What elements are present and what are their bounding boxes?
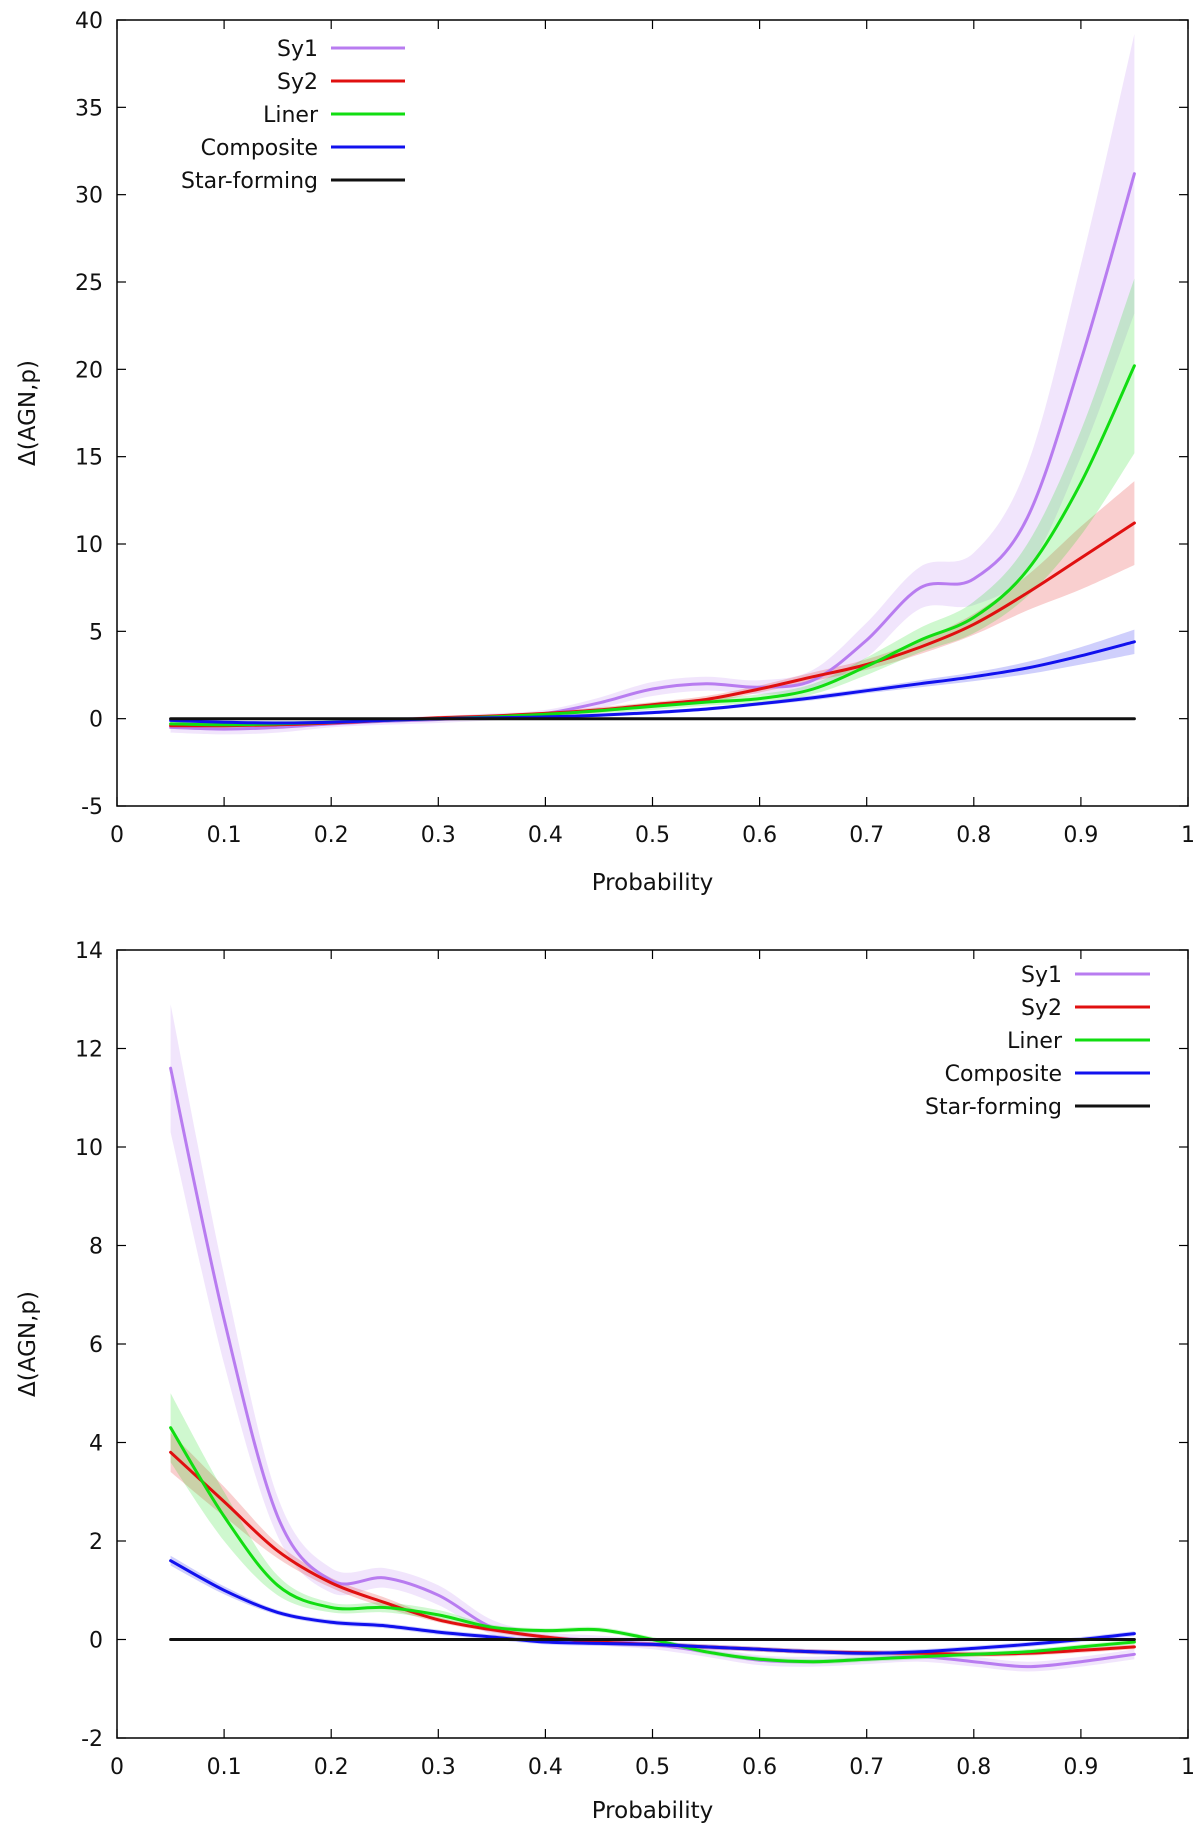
x-tick-label: 1 xyxy=(1181,1755,1195,1780)
legend-label-composite: Composite xyxy=(945,1062,1062,1087)
x-tick-label: 0.6 xyxy=(742,823,777,848)
y-tick-label: 30 xyxy=(75,184,103,209)
legend-label-liner: Liner xyxy=(1007,1029,1063,1054)
x-tick-label: 1 xyxy=(1181,823,1195,848)
x-tick-label: 0.1 xyxy=(207,1755,242,1780)
x-tick-label: 0 xyxy=(110,823,124,848)
y-tick-label: -5 xyxy=(81,795,103,820)
x-tick-label: 0.8 xyxy=(956,823,991,848)
y-tick-label: 35 xyxy=(75,96,103,121)
y-tick-label: 0 xyxy=(89,1629,103,1654)
x-tick-label: 0.8 xyxy=(956,1755,991,1780)
legend-label-composite: Composite xyxy=(201,136,318,161)
legend-label-sy2: Sy2 xyxy=(277,70,318,95)
y-tick-label: 15 xyxy=(75,446,103,471)
x-tick-label: 0.3 xyxy=(421,1755,456,1780)
band-composite xyxy=(170,1555,1135,1656)
y-axis-title: Δ(AGN,p) xyxy=(15,1291,41,1397)
y-tick-label: 20 xyxy=(75,358,103,383)
x-tick-label: 0.4 xyxy=(528,1755,563,1780)
band-liner xyxy=(170,1393,1135,1665)
legend-label-liner: Liner xyxy=(263,103,319,128)
y-tick-label: 2 xyxy=(89,1530,103,1555)
x-tick-label: 0.9 xyxy=(1063,1755,1098,1780)
x-axis-title: Probability xyxy=(592,870,714,896)
y-tick-label: 4 xyxy=(89,1432,103,1457)
y-tick-label: 40 xyxy=(75,9,103,34)
y-tick-label: 10 xyxy=(75,1136,103,1161)
y-axis-title: Δ(AGN,p) xyxy=(15,360,41,466)
series-line-sy2 xyxy=(169,1450,1136,1656)
legend-label-star-forming: Star-forming xyxy=(181,169,318,194)
y-tick-label: -2 xyxy=(81,1727,103,1752)
series-line-liner xyxy=(169,1426,1136,1664)
chart-panel-1: 0 0.1 0.2 0.3 0.4 0.5 0.6 0.7 0.8 0.9 1 -5 0 5 10 15 20 2… xyxy=(15,9,1195,896)
y-tick-label: 8 xyxy=(89,1235,103,1260)
series-line-sy1 xyxy=(169,172,1136,731)
legend-label-star-forming: Star-forming xyxy=(925,1095,1062,1120)
x-tick-label: 0.2 xyxy=(314,1755,349,1780)
x-tick-label: 0.7 xyxy=(849,823,884,848)
x-tick-label: 0.5 xyxy=(635,823,670,848)
y-tick-label: 6 xyxy=(89,1333,103,1358)
x-tick-label: 0.9 xyxy=(1063,823,1098,848)
x-tick-label: 0.4 xyxy=(528,823,563,848)
series-line-composite xyxy=(169,1559,1136,1655)
y-tick-label: 10 xyxy=(75,533,103,558)
legend-label-sy1: Sy1 xyxy=(277,37,318,62)
y-tick-label: 5 xyxy=(89,620,103,645)
x-tick-label: 0 xyxy=(110,1755,124,1780)
y-tick-label: 25 xyxy=(75,271,103,296)
band-sy2 xyxy=(170,1432,1135,1657)
legend: Sy1 Sy2 Liner Composite Star-forming xyxy=(181,37,405,194)
y-tick-label: 0 xyxy=(89,708,103,733)
x-tick-label: 0.3 xyxy=(421,823,456,848)
x-tick-label: 0.6 xyxy=(742,1755,777,1780)
legend: Sy1 Sy2 Liner Composite Star-forming xyxy=(925,963,1150,1120)
x-tick-label: 0.1 xyxy=(207,823,242,848)
legend-label-sy1: Sy1 xyxy=(1021,963,1062,988)
legend-label-sy2: Sy2 xyxy=(1021,996,1062,1021)
band-liner xyxy=(170,278,1135,728)
y-tick-label: 14 xyxy=(75,939,103,964)
x-axis-title: Probability xyxy=(592,1798,714,1824)
y-tick-label: 12 xyxy=(75,1038,103,1063)
x-tick-label: 0.5 xyxy=(635,1755,670,1780)
band-composite xyxy=(170,629,1135,725)
chart-panel-2: 0 0.1 0.2 0.3 0.4 0.5 0.6 0.7 0.8 0.9 1 -2 0 2 4 6 8 10 12… xyxy=(15,939,1195,1824)
series-line-composite xyxy=(169,640,1136,725)
x-tick-label: 0.2 xyxy=(314,823,349,848)
x-tick-label: 0.7 xyxy=(849,1755,884,1780)
